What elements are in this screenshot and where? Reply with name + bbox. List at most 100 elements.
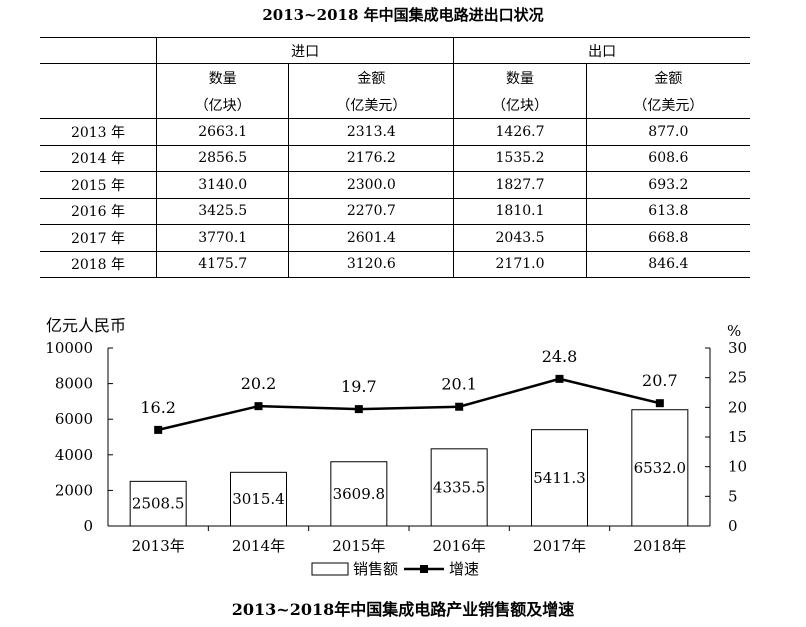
y-right-tick-label: 10 bbox=[728, 458, 747, 476]
table-cell: 3425.5 bbox=[155, 198, 289, 225]
col-header-name: 金额 bbox=[585, 63, 750, 91]
y-left-tick-label: 0 bbox=[83, 517, 93, 535]
growth-point bbox=[655, 399, 664, 408]
bar-value-label: 3609.8 bbox=[333, 485, 386, 503]
table-cell: 1827.7 bbox=[453, 171, 587, 199]
table-cell: 693.2 bbox=[585, 171, 750, 199]
y-right-tick-label: 5 bbox=[728, 487, 738, 505]
table-cell: 613.8 bbox=[585, 198, 750, 225]
table-cell: 877.0 bbox=[585, 118, 750, 146]
table-cell: 3140.0 bbox=[155, 171, 289, 199]
y-left-tick-label: 8000 bbox=[55, 375, 93, 393]
y-left-tick-label: 10000 bbox=[45, 339, 93, 357]
growth-point bbox=[354, 405, 363, 414]
table-cell: 2176.2 bbox=[288, 145, 454, 172]
growth-line bbox=[157, 377, 661, 432]
x-tick-label: 2014年 bbox=[232, 537, 285, 555]
trade-table: 进口 出口 数量 金额 数量 金额 （亿块） （亿美元） （亿块） （亿美元） … bbox=[40, 37, 750, 278]
y-left-tick-label: 2000 bbox=[55, 481, 93, 499]
col-header-name: 数量 bbox=[453, 63, 587, 91]
group-export: 出口 bbox=[453, 37, 750, 64]
growth-point bbox=[455, 402, 464, 411]
chart-title: 2013~2018年中国集成电路产业销售额及增速 bbox=[232, 600, 574, 619]
bar-value-label: 3015.4 bbox=[232, 490, 285, 508]
x-tick-label: 2013年 bbox=[132, 537, 185, 555]
growth-value-label: 16.2 bbox=[140, 398, 176, 417]
header-corner-3 bbox=[40, 91, 157, 119]
col-header-unit: （亿块） bbox=[155, 91, 289, 119]
y-axis-left-label: 亿元人民币 bbox=[46, 316, 126, 335]
x-tick-label: 2015年 bbox=[332, 537, 385, 555]
growth-value-label: 20.1 bbox=[441, 375, 477, 394]
x-tick-label: 2017年 bbox=[533, 537, 586, 555]
growth-point bbox=[254, 402, 263, 411]
table-cell: 1535.2 bbox=[453, 145, 587, 172]
y-right-tick-label: 20 bbox=[728, 398, 747, 416]
legend-line-marker bbox=[420, 565, 428, 573]
table-cell: 668.8 bbox=[585, 224, 750, 252]
legend-line-label: 增速 bbox=[449, 560, 479, 578]
bar-value-label: 2508.5 bbox=[132, 495, 185, 513]
bar-value-label: 6532.0 bbox=[634, 459, 687, 477]
table-row: 2018 年 4175.7 3120.6 2171.0 846.4 bbox=[40, 251, 750, 278]
x-tick-label: 2016年 bbox=[433, 537, 486, 555]
table-cell: 846.4 bbox=[585, 251, 750, 278]
y-left-tick-label: 4000 bbox=[55, 446, 93, 464]
table-cell: 2171.0 bbox=[453, 251, 587, 278]
col-header-unit: （亿美元） bbox=[585, 91, 750, 119]
table-cell: 2856.5 bbox=[155, 145, 289, 172]
table-row: 2013 年 2663.1 2313.4 1426.7 877.0 bbox=[40, 118, 750, 146]
bar bbox=[531, 429, 588, 527]
table-cell: 3120.6 bbox=[288, 251, 454, 278]
header-corner bbox=[40, 37, 157, 64]
bar bbox=[631, 409, 689, 527]
sales-growth-chart: 亿元人民币 % 0 2000 4000 6000 8000 10000 0 5 10 15 20 25 30… bbox=[45, 316, 747, 619]
col-header-unit: （亿美元） bbox=[288, 91, 454, 119]
table-cell: 2313.4 bbox=[288, 118, 454, 146]
bar-value-label: 5411.3 bbox=[533, 469, 586, 487]
col-header-unit: （亿块） bbox=[453, 91, 587, 119]
bar bbox=[330, 461, 388, 527]
table-cell: 2663.1 bbox=[155, 118, 289, 146]
y-right-tick-label: 25 bbox=[728, 369, 747, 387]
col-header-name: 金额 bbox=[288, 63, 454, 91]
table-cell: 1810.1 bbox=[453, 198, 587, 225]
bar bbox=[430, 448, 488, 527]
row-year: 2013 年 bbox=[40, 118, 157, 146]
growth-point bbox=[555, 374, 564, 383]
table-row: 2014 年 2856.5 2176.2 1535.2 608.6 bbox=[40, 145, 750, 172]
table-body: 2013 年 2663.1 2313.4 1426.7 877.0 2014 年 2856.… bbox=[40, 118, 750, 278]
y-right-tick-label: 0 bbox=[728, 517, 738, 535]
bar-value-label: 4335.5 bbox=[433, 478, 486, 496]
growth-value-label: 19.7 bbox=[341, 377, 377, 396]
header-corner-2 bbox=[40, 64, 157, 92]
bar bbox=[230, 471, 287, 527]
table-row: 2015 年 3140.0 2300.0 1827.7 693.2 bbox=[40, 171, 750, 199]
legend-bar-swatch bbox=[311, 562, 349, 576]
y-right-tick-label: 15 bbox=[728, 428, 747, 446]
growth-point bbox=[154, 425, 163, 434]
table-cell: 3770.1 bbox=[155, 224, 289, 252]
row-year: 2015 年 bbox=[40, 171, 157, 199]
bar bbox=[129, 480, 187, 527]
table-row: 2017 年 3770.1 2601.4 2043.5 668.8 bbox=[40, 224, 750, 252]
growth-value-label: 20.2 bbox=[241, 374, 277, 393]
table-cell: 2601.4 bbox=[288, 224, 454, 252]
group-import: 进口 bbox=[155, 37, 454, 64]
legend-bar-label: 销售额 bbox=[353, 560, 398, 578]
y-left-tick-label: 6000 bbox=[55, 410, 93, 428]
row-year: 2017 年 bbox=[40, 224, 157, 252]
col-header-name: 数量 bbox=[155, 63, 289, 91]
table-cell: 1426.7 bbox=[453, 118, 587, 146]
row-year: 2016 年 bbox=[40, 198, 157, 225]
row-year: 2018 年 bbox=[40, 251, 157, 278]
x-tick-label: 2018年 bbox=[633, 537, 686, 555]
table-row: 2016 年 3425.5 2270.7 1810.1 613.8 bbox=[40, 198, 750, 225]
table-cell: 2270.7 bbox=[288, 198, 454, 225]
table-cell: 2300.0 bbox=[288, 171, 454, 199]
y-right-tick-label: 30 bbox=[728, 339, 747, 357]
table-cell: 4175.7 bbox=[155, 251, 289, 278]
growth-value-label: 20.7 bbox=[642, 371, 678, 390]
y-axis-right-label: % bbox=[727, 322, 741, 340]
growth-value-label: 24.8 bbox=[542, 347, 578, 366]
